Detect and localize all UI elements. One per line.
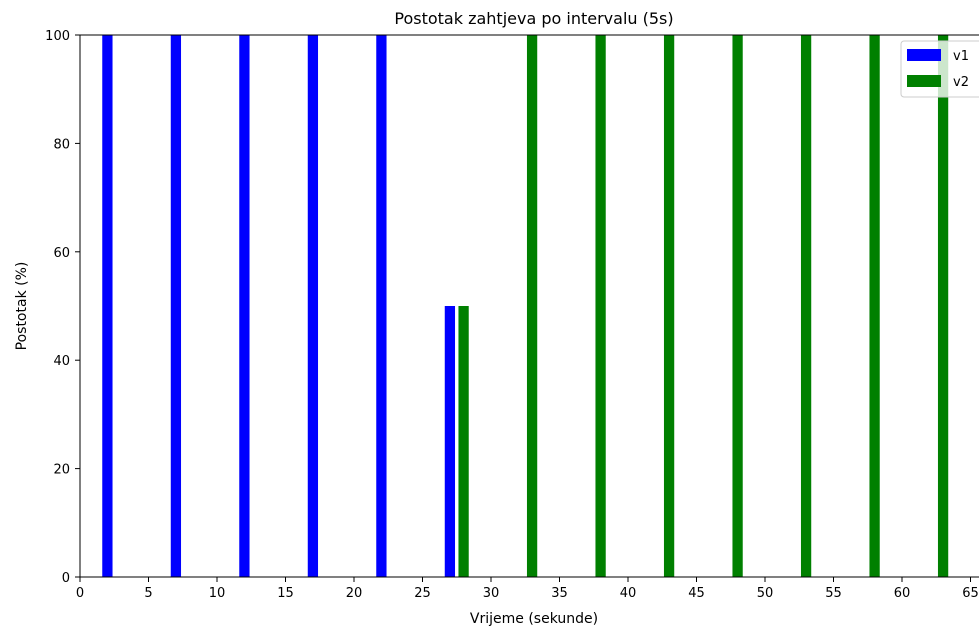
x-tick-label: 65	[962, 586, 979, 601]
bar-v2-2	[595, 35, 606, 577]
x-tick-label: 60	[894, 586, 911, 601]
y-tick-label: 100	[45, 29, 70, 44]
bar-v1-4	[376, 35, 387, 577]
legend-label-v2: v2	[953, 75, 969, 90]
bar-v2-0	[458, 306, 469, 577]
bar-v1-0	[102, 35, 113, 577]
bar-v1-5	[444, 306, 456, 577]
bar-v2-6	[869, 35, 880, 577]
y-tick-label: 20	[53, 463, 70, 478]
x-tick-label: 5	[144, 586, 152, 601]
axes-layer: 0 5 10 15 20 25 30 35 40 45 50 55 60 65 0 20 40 60 80 100	[45, 29, 979, 601]
x-tick-label: 10	[209, 586, 226, 601]
bar-v2-1	[526, 35, 538, 577]
y-tick-label: 0	[62, 571, 70, 586]
legend: v1 v2	[900, 40, 979, 98]
x-tick-label: 30	[483, 586, 500, 601]
bar-v1-1	[170, 35, 182, 577]
x-tick-label: 20	[346, 586, 363, 601]
bar-v2-5	[800, 35, 812, 577]
bar-v2-3	[663, 35, 675, 577]
x-tick-label: 0	[76, 586, 84, 601]
y-tick-label: 60	[53, 246, 70, 261]
x-tick-label: 45	[688, 586, 705, 601]
legend-label-v1: v1	[953, 49, 969, 64]
x-tick-label: 55	[825, 586, 842, 601]
bar-v2-4	[732, 35, 743, 577]
bar-v1-2	[239, 35, 250, 577]
y-tick-label: 40	[53, 354, 70, 369]
bars-layer	[102, 35, 949, 577]
legend-swatch-v2	[907, 75, 941, 87]
bar-v1-3	[307, 35, 319, 577]
x-tick-label: 15	[277, 586, 294, 601]
x-axis-label: Vrijeme (sekunde)	[470, 611, 598, 627]
y-axis-label: Postotak (%)	[14, 262, 30, 351]
chart-title: Postotak zahtjeva po intervalu (5s)	[394, 9, 673, 28]
bar-v2-7	[937, 35, 949, 577]
x-tick-label: 25	[414, 586, 431, 601]
legend-swatch-v1	[907, 49, 941, 61]
x-tick-label: 35	[551, 586, 568, 601]
x-tick-label: 50	[757, 586, 774, 601]
x-tick-label: 40	[620, 586, 637, 601]
y-tick-label: 80	[53, 137, 70, 152]
